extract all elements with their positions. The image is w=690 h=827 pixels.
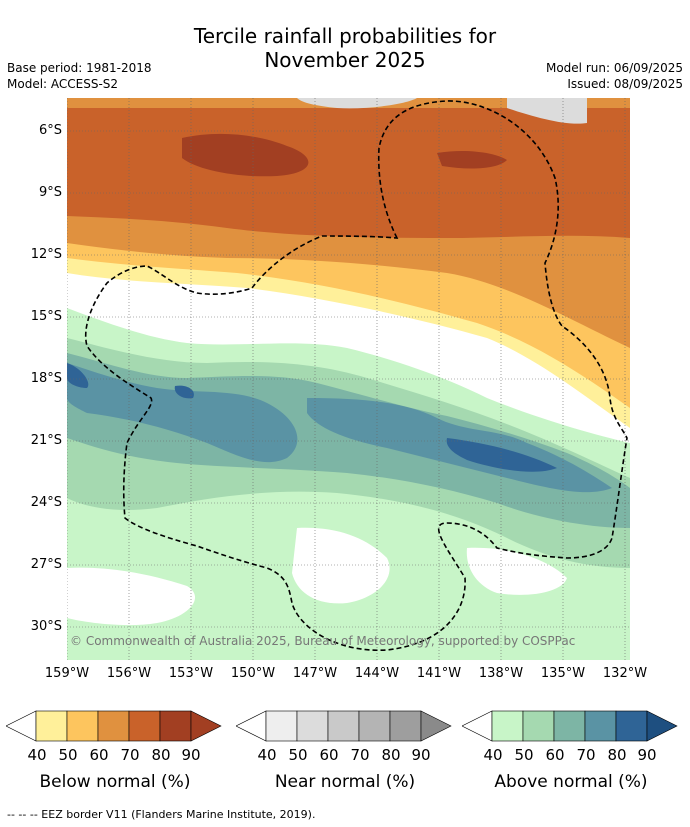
eez-footer-note: -- -- -- EEZ border V11 (Flanders Marine… [7, 808, 316, 821]
model-run: Model run: 06/09/2025 [545, 61, 683, 75]
legend-near-swatch-40 [265, 710, 298, 742]
y-tick-label: 18°S [30, 371, 62, 386]
legend-near-tick: 70 [350, 746, 370, 764]
map-title: Tercile rainfall probabilities for Novem… [0, 24, 690, 72]
legend-above-arrow-low [462, 710, 493, 742]
legend-near-swatch-50 [296, 710, 329, 742]
legend-below-tick: 60 [89, 746, 109, 764]
x-tick-label: 138°W [478, 666, 524, 681]
y-tick-label: 30°S [30, 619, 62, 634]
y-tick-label: 24°S [30, 495, 62, 510]
y-tick-label: 27°S [30, 557, 62, 572]
legend-above-arrow-high [646, 710, 678, 742]
legend-below-tick: 40 [27, 746, 47, 764]
legend-near-swatch-80 [389, 710, 422, 742]
legend-above-normal [462, 710, 678, 742]
legend-below-arrow-low [6, 710, 37, 742]
legend-above-tick: 60 [545, 746, 565, 764]
legend-near-title: Near normal (%) [274, 772, 416, 792]
x-tick-label: 132°W [602, 666, 648, 681]
legend-above-tick: 40 [483, 746, 503, 764]
legend-above-swatch-40 [491, 710, 524, 742]
legend-below-swatch-70 [128, 710, 161, 742]
graticule [67, 98, 630, 660]
legend-above-swatch-80 [615, 710, 648, 742]
title-line-1: Tercile rainfall probabilities for [193, 24, 497, 48]
meta-left: Base period: 1981-2018 Model: ACCESS-S2 [7, 60, 152, 92]
y-tick-label: 12°S [30, 247, 62, 262]
legend-near-arrow-high [420, 710, 452, 742]
legend-above-swatch-60 [553, 710, 586, 742]
legend-below-swatch-80 [159, 710, 192, 742]
above-normal-80-band [67, 363, 557, 472]
y-tick-label: 21°S [30, 433, 62, 448]
legend-below-swatch-50 [66, 710, 99, 742]
legend-near-normal [236, 710, 452, 742]
legend-above-tick: 90 [637, 746, 657, 764]
legend-below-tick: 50 [58, 746, 78, 764]
legend-near-tick: 50 [288, 746, 308, 764]
title-line-2: November 2025 [264, 48, 426, 72]
legend-below-arrow-high [190, 710, 222, 742]
legend-near-tick: 80 [381, 746, 401, 764]
y-tick-label: 6°S [38, 123, 62, 138]
legend-near-tick: 60 [319, 746, 339, 764]
near-normal-patch-top [297, 98, 587, 124]
legend-above-tick: 80 [607, 746, 627, 764]
x-tick-label: 153°W [168, 666, 214, 681]
legend-below-tick: 70 [120, 746, 140, 764]
legend-near-tick: 90 [411, 746, 431, 764]
x-tick-label: 156°W [106, 666, 152, 681]
x-tick-label: 144°W [354, 666, 400, 681]
x-tick-label: 150°W [230, 666, 276, 681]
legend-above-tick: 70 [576, 746, 596, 764]
legend-above-title: Above normal (%) [494, 772, 648, 792]
copyright-notice: © Commonwealth of Australia 2025, Bureau… [70, 634, 576, 648]
legend-above-tick: 50 [514, 746, 534, 764]
model-name: Model: ACCESS-S2 [7, 77, 119, 91]
legend-above-swatch-70 [584, 710, 617, 742]
legend-near-swatch-60 [327, 710, 360, 742]
meta-right: Model run: 06/09/2025 Issued: 08/09/2025 [546, 60, 683, 92]
below-normal-70-band [67, 108, 630, 238]
legend-below-normal [6, 710, 222, 742]
legend-below-swatch-40 [35, 710, 68, 742]
legend-below-tick: 90 [181, 746, 201, 764]
below-normal-80-band [182, 133, 507, 177]
legend-near-swatch-70 [358, 710, 391, 742]
x-tick-label: 135°W [540, 666, 586, 681]
legend-near-tick: 40 [257, 746, 277, 764]
map-canvas [67, 98, 630, 660]
legend-below-tick: 80 [151, 746, 171, 764]
y-tick-label: 9°S [38, 185, 62, 200]
x-tick-label: 159°W [44, 666, 90, 681]
y-tick-label: 15°S [30, 309, 62, 324]
x-tick-label: 147°W [292, 666, 338, 681]
legend-above-swatch-50 [522, 710, 555, 742]
legend-below-swatch-60 [97, 710, 130, 742]
legend-below-title: Below normal (%) [39, 772, 191, 792]
eez-border [84, 100, 628, 651]
legend-near-arrow-low [236, 710, 267, 742]
rainfall-map [67, 98, 630, 660]
base-period: Base period: 1981-2018 [7, 61, 152, 75]
x-tick-label: 141°W [416, 666, 462, 681]
no-signal-patch-lower [67, 527, 567, 626]
issued-date: Issued: 08/09/2025 [567, 77, 683, 91]
